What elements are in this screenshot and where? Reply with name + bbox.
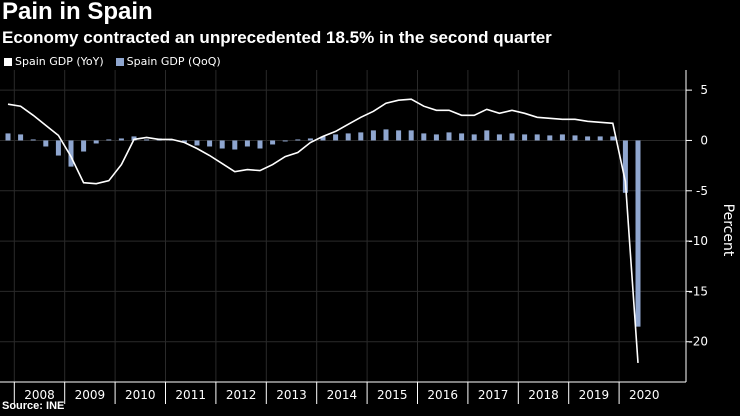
qoq-bar — [358, 132, 364, 141]
qoq-bar — [207, 140, 213, 147]
qoq-bar — [635, 140, 641, 327]
grid-lines — [0, 70, 686, 382]
qoq-bar — [181, 140, 187, 143]
qoq-bars — [5, 129, 641, 327]
x-tick-label: 2016 — [427, 388, 458, 402]
legend-swatch-qoq — [115, 57, 124, 66]
qoq-bar — [5, 133, 11, 141]
qoq-bar — [307, 138, 313, 141]
qoq-bar — [18, 134, 24, 141]
yoy-line-group — [7, 98, 639, 363]
x-tick-label: 2018 — [528, 388, 559, 402]
legend-item-yoy: Spain GDP (YoY) — [4, 55, 104, 68]
x-tick-label: 2014 — [327, 388, 358, 402]
x-tick-label: 2012 — [226, 388, 257, 402]
qoq-bar — [459, 133, 465, 141]
qoq-bar — [295, 139, 301, 141]
x-tick-label: 2020 — [629, 388, 660, 402]
qoq-bar — [446, 132, 452, 141]
x-tick-label: 2010 — [125, 388, 156, 402]
x-tick-label: 2019 — [579, 388, 610, 402]
y-axis-label: Percent — [720, 204, 736, 257]
y-tick-label: -10 — [688, 234, 708, 248]
x-tick-label: 2017 — [478, 388, 509, 402]
chart-title: Pain in Spain — [2, 0, 153, 25]
y-tick-label: 0 — [700, 133, 708, 147]
qoq-bar — [509, 133, 515, 141]
qoq-bar — [559, 134, 565, 141]
qoq-bar — [68, 140, 74, 167]
qoq-bar — [43, 140, 49, 147]
y-tick-label: 5 — [700, 83, 708, 97]
qoq-bar — [282, 140, 288, 142]
qoq-bar — [534, 134, 540, 141]
qoq-bar — [194, 140, 200, 146]
qoq-bar — [232, 140, 238, 150]
qoq-bar — [610, 136, 616, 141]
qoq-bar — [484, 130, 490, 141]
qoq-bar — [257, 140, 263, 149]
qoq-bar — [547, 135, 553, 141]
qoq-bar — [345, 133, 351, 141]
qoq-bar — [244, 140, 250, 147]
qoq-bar — [433, 134, 439, 141]
qoq-bar — [333, 134, 339, 141]
qoq-bar — [131, 136, 137, 141]
qoq-bar — [597, 136, 603, 141]
qoq-bar — [522, 134, 528, 141]
legend-swatch-yoy — [4, 57, 12, 66]
legend: Spain GDP (YoY) Spain GDP (QoQ) — [4, 55, 221, 68]
x-tick-label: 2009 — [75, 388, 106, 402]
qoq-bar — [496, 134, 502, 141]
qoq-bar — [270, 140, 276, 145]
legend-item-qoq: Spain GDP (QoQ) — [115, 55, 221, 68]
qoq-bar — [370, 130, 376, 141]
y-tick-label: -5 — [696, 184, 708, 198]
x-tick-label: 2013 — [276, 388, 307, 402]
qoq-bar — [144, 139, 150, 141]
qoq-bar — [55, 140, 61, 156]
qoq-bar — [383, 129, 389, 141]
qoq-bar — [81, 140, 87, 152]
source-note: Source: INE — [2, 400, 65, 412]
qoq-bar — [30, 139, 36, 141]
qoq-bar — [320, 136, 326, 141]
chart-subtitle: Economy contracted an unprecedented 18.5… — [2, 28, 552, 47]
qoq-bar — [572, 135, 578, 141]
qoq-bar — [396, 130, 402, 141]
y-tick-label: -15 — [688, 284, 708, 298]
qoq-bar — [93, 140, 99, 144]
x-tick-label: 2008 — [24, 388, 55, 402]
qoq-bar — [118, 138, 124, 141]
x-tick-label: 2015 — [377, 388, 408, 402]
legend-label-qoq: Spain GDP (QoQ) — [126, 55, 221, 68]
legend-label-yoy: Spain GDP (YoY) — [15, 55, 104, 68]
y-tick-label: -20 — [688, 335, 708, 349]
qoq-bar — [408, 130, 414, 141]
qoq-bar — [585, 136, 591, 141]
x-tick-label: 2011 — [175, 388, 206, 402]
x-axis: 2008 2009 2010 2011 2012 2013 2014 2015 2016 2017… — [0, 381, 686, 404]
qoq-bar — [219, 140, 225, 149]
yoy-line — [7, 98, 639, 363]
y-axis: 5 0 -5 -10 -15 -20 — [685, 70, 708, 382]
qoq-bar — [471, 134, 477, 141]
qoq-bar — [421, 133, 427, 141]
qoq-bar — [622, 140, 628, 193]
qoq-bar — [106, 139, 112, 141]
